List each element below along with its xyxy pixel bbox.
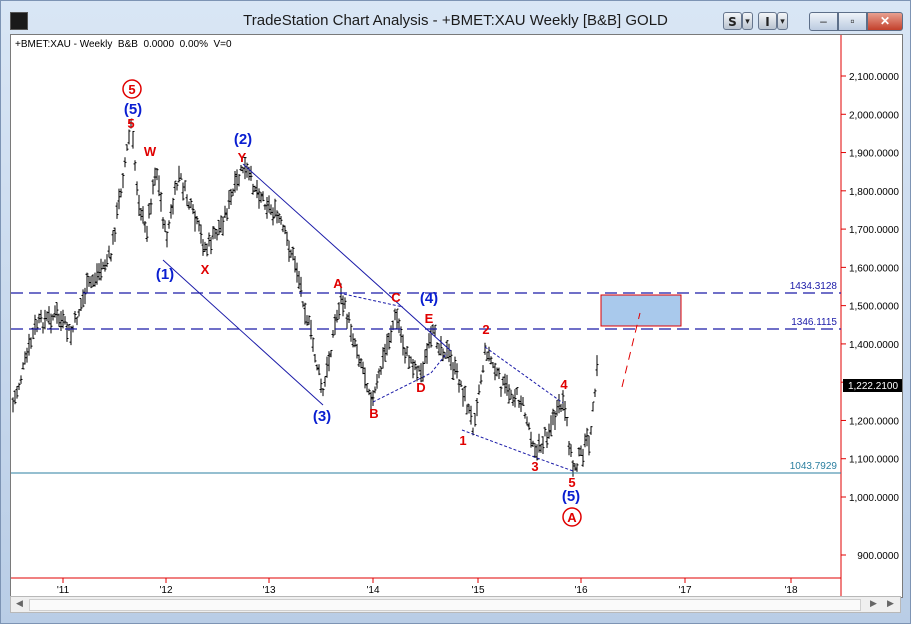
wave-label-e: E [425,311,434,326]
y-tick-label: 2,100.0000 [849,72,899,83]
wedge-line-top [484,346,564,404]
close-button[interactable]: ✕ [867,12,903,31]
circled-wave-a-label: A [567,510,577,525]
chart-canvas: '11 '12 '13 '14 '15 '16 '17 '18 2,100.0000 2,000… [11,35,902,597]
wave-label-d: D [416,380,425,395]
wave-label-w: W [144,144,157,159]
x-tick-label: '13 [262,585,275,596]
wave-label-primary-1: (1) [156,266,174,283]
x-tick-label: '16 [574,585,587,596]
x-tick-label: '17 [678,585,691,596]
x-axis-ticks: '11 '12 '13 '14 '15 '16 '17 '18 [57,578,798,596]
x-tick-label: '11 [57,585,70,596]
wave-label-primary-4: (4) [420,290,438,307]
y-tick-label: 2,000.0000 [849,110,899,121]
wave-label-primary-2: (2) [234,131,252,148]
x-tick-label: '15 [471,585,484,596]
wedge-line-bottom-1 [461,429,538,459]
wave-label-primary-3: (3) [313,408,331,425]
y-tick-label: 900.0000 [857,551,899,562]
wedge-line-bottom-2 [536,457,574,472]
title-bar[interactable]: TradeStation Chart Analysis - +BMET:XAU … [1,1,910,33]
level-label-support: 1043.7929 [790,461,838,472]
last-price-label: 1,222.2100 [848,381,898,392]
scroll-right-arrow-icon[interactable]: ▶ [870,599,877,609]
last-price-marker [843,379,902,392]
wave-label-a: A [333,276,343,291]
wave-label-5-bottom: 5 [568,475,575,490]
wave-label-5-top: 5 [127,116,134,131]
wave-label-1: 1 [459,433,466,448]
circled-wave-5-label: 5 [128,82,135,97]
wave-label-c: C [391,290,401,305]
window-title: TradeStation Chart Analysis - +BMET:XAU … [243,12,668,29]
wave-label-y: Y [238,150,247,165]
s-button[interactable]: S [723,12,742,30]
triangle-line-top [338,292,404,308]
triangle-line-bottom-2 [430,352,448,374]
y-axis-ticks: 2,100.0000 2,000.0000 1,900.0000 1,800.0000… [841,72,899,562]
i-dropdown-arrow-icon[interactable]: ▾ [777,12,788,30]
x-tick-label: '18 [784,585,797,596]
wave-label-primary-5-bottom: (5) [562,488,580,505]
scroll-left-arrow-icon[interactable]: ◀ [16,599,23,609]
i-button[interactable]: I [758,12,777,30]
wave-label-x: X [201,262,210,277]
price-chart[interactable]: '11 '12 '13 '14 '15 '16 '17 '18 2,100.0000 2,000… [10,34,903,598]
minimize-button[interactable]: – [809,12,838,31]
s-dropdown-arrow-icon[interactable]: ▾ [742,12,753,30]
projection-line [621,312,641,388]
wave-label-b: B [369,406,378,421]
target-zone-box [600,294,682,327]
x-tick-label: '12 [159,585,172,596]
level-label-upper: 1434.3128 [790,281,838,292]
app-icon [10,12,28,30]
x-tick-label: '14 [366,585,379,596]
triangle-line-bottom-1 [372,372,432,403]
y-tick-label: 1,600.0000 [849,263,899,274]
y-tick-label: 1,000.0000 [849,493,899,504]
level-label-lower: 1346.1115 [791,317,837,328]
y-tick-label: 1,400.0000 [849,340,899,351]
scroll-thumb[interactable] [29,599,861,611]
channel-line-upper [242,163,452,352]
chart-info-line: +BMET:XAU - Weekly B&B 0.0000 0.00% V=0 [15,39,232,50]
wave-label-4: 4 [560,377,568,392]
y-tick-label: 1,500.0000 [849,302,899,313]
y-tick-label: 1,200.0000 [849,416,899,427]
circled-wave-5-marker [122,79,142,99]
wave-label-primary-5: (5) [124,101,142,118]
horizontal-scrollbar[interactable]: ◀ ▶ ▶ [10,596,901,613]
wave-label-2: 2 [482,322,489,337]
y-tick-label: 1,700.0000 [849,225,899,236]
y-tick-label: 1,100.0000 [849,455,899,466]
scroll-end-arrow-icon[interactable]: ▶ [887,599,894,609]
wave-label-3: 3 [531,459,538,474]
price-bars [11,118,599,477]
y-tick-label: 1,900.0000 [849,149,899,160]
maximize-button[interactable]: ▫ [838,12,867,31]
circled-wave-a-marker [562,507,582,527]
channel-line-lower [162,259,324,406]
y-tick-label: 1,800.0000 [849,187,899,198]
